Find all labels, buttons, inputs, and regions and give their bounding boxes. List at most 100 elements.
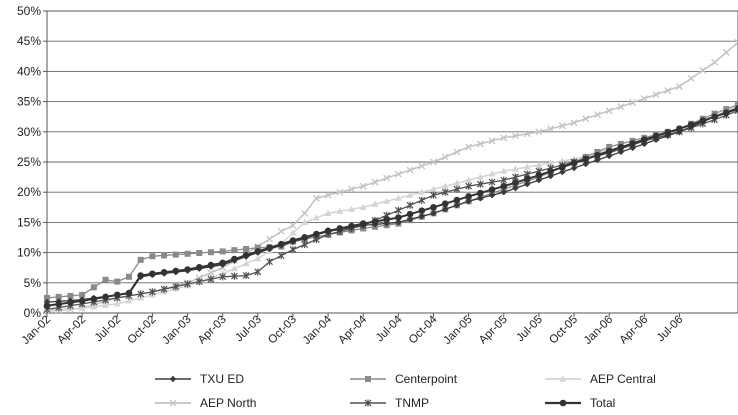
marker-stroke <box>207 269 215 277</box>
marker-total <box>324 227 332 235</box>
legend-marker <box>169 375 177 383</box>
series-group <box>43 38 738 315</box>
marker-txu-ed <box>547 172 554 180</box>
marker-total <box>242 251 250 259</box>
marker-aep-north <box>699 66 707 74</box>
marker-aep-north <box>277 228 285 235</box>
marker-tnmp <box>184 280 191 288</box>
x-tick-label: Jul-03 <box>233 314 264 345</box>
marker-txu-ed <box>617 148 625 156</box>
marker-stroke <box>465 143 473 151</box>
marker-aep-north <box>348 185 355 193</box>
marker-aep-central <box>102 301 109 308</box>
marker-aep-central <box>512 165 519 172</box>
legend-marker <box>559 375 567 382</box>
marker-txu-ed <box>570 164 578 172</box>
marker-txu-ed <box>477 195 484 202</box>
marker-txu-ed <box>488 192 496 199</box>
marker-total <box>582 155 590 163</box>
marker-aep-central <box>418 188 426 195</box>
axes: 0%5%10%15%20%25%30%35%40%45%50%Jan-02 Apr… <box>17 4 738 347</box>
marker-total <box>594 151 601 159</box>
marker-centerpoint <box>55 293 62 300</box>
marker-aep-north <box>605 107 613 115</box>
marker-total <box>313 230 320 238</box>
x-tick-label: Oct-04 <box>407 313 440 346</box>
x-tick-label: Apr-02 <box>55 314 88 347</box>
marker-total <box>359 220 367 227</box>
marker-total <box>477 189 484 197</box>
marker-total <box>336 225 344 232</box>
marker-stroke <box>722 48 730 56</box>
marker-total <box>301 233 308 241</box>
marker-aep-north <box>336 188 344 196</box>
legend-marker <box>559 399 567 407</box>
legend: TXU ED Centerpoint AEP Central AEP North TNM… <box>155 372 656 410</box>
marker-aep-central <box>336 207 344 214</box>
marker-total <box>523 175 531 183</box>
marker-total <box>722 109 730 117</box>
marker-txu-ed <box>582 160 589 168</box>
marker-total <box>102 293 109 301</box>
marker-tnmp <box>301 240 309 249</box>
marker-stroke <box>605 107 613 115</box>
x-tick-label: Apr-06 <box>618 314 651 347</box>
marker-total <box>371 218 379 225</box>
marker-tnmp <box>430 191 437 199</box>
y-tick-label: 25% <box>17 155 41 169</box>
legend-label: Centerpoint <box>395 372 458 386</box>
marker-txu-ed <box>465 198 472 205</box>
marker-aep-central <box>453 179 461 186</box>
marker-tnmp <box>488 178 496 186</box>
marker-aep-north <box>312 194 320 202</box>
series-aep-north <box>43 38 738 315</box>
marker-total <box>711 113 718 120</box>
marker-stroke <box>406 166 414 174</box>
x-tick-label: Jan-06 <box>582 314 615 347</box>
marker-total <box>652 132 660 140</box>
legend-entry-aep-north: AEP North <box>155 396 256 410</box>
marker-centerpoint <box>137 256 144 263</box>
marker-total <box>418 207 426 215</box>
marker-txu-ed <box>664 132 671 140</box>
marker-txu-ed <box>523 180 531 188</box>
marker-stroke <box>488 137 496 145</box>
marker-stroke <box>699 66 707 74</box>
x-tick-label: Jan-04 <box>301 313 335 347</box>
marker-total <box>231 255 238 263</box>
marker-stroke <box>547 125 555 133</box>
marker-total <box>78 297 86 305</box>
marker-tnmp <box>219 273 227 281</box>
x-tick-label: Apr-03 <box>196 314 229 347</box>
marker-aep-central <box>430 185 437 192</box>
marker-tnmp <box>242 271 250 280</box>
marker-aep-central <box>289 229 297 236</box>
x-tick-label: Jul-02 <box>93 314 124 345</box>
marker-stroke <box>512 132 519 140</box>
y-tick-label: 35% <box>17 95 41 109</box>
x-tick-label: Jan-03 <box>160 314 193 347</box>
marker-stroke <box>629 99 637 107</box>
marker-total <box>55 300 63 308</box>
marker-total <box>149 270 156 278</box>
marker-aep-north <box>476 140 484 148</box>
series-aep-central <box>43 101 738 313</box>
marker-aep-central <box>558 157 566 164</box>
marker-total <box>547 167 554 175</box>
marker-aep-north <box>558 122 566 130</box>
marker-tnmp <box>277 252 285 260</box>
marker-centerpoint <box>184 250 191 257</box>
marker-aep-north <box>629 99 637 107</box>
marker-stroke <box>582 115 590 123</box>
marker-aep-north <box>266 235 273 243</box>
marker-tnmp <box>476 180 484 188</box>
y-tick-label: 5% <box>24 276 42 290</box>
marker-total <box>676 125 683 133</box>
legend-marker <box>365 376 371 382</box>
marker-tnmp <box>160 285 168 293</box>
series-line-aep-north <box>46 41 738 312</box>
x-tick-label: Apr-04 <box>336 313 369 346</box>
marker-stroke <box>617 103 625 111</box>
marker-stroke <box>301 209 309 217</box>
marker-aep-central <box>113 300 121 307</box>
